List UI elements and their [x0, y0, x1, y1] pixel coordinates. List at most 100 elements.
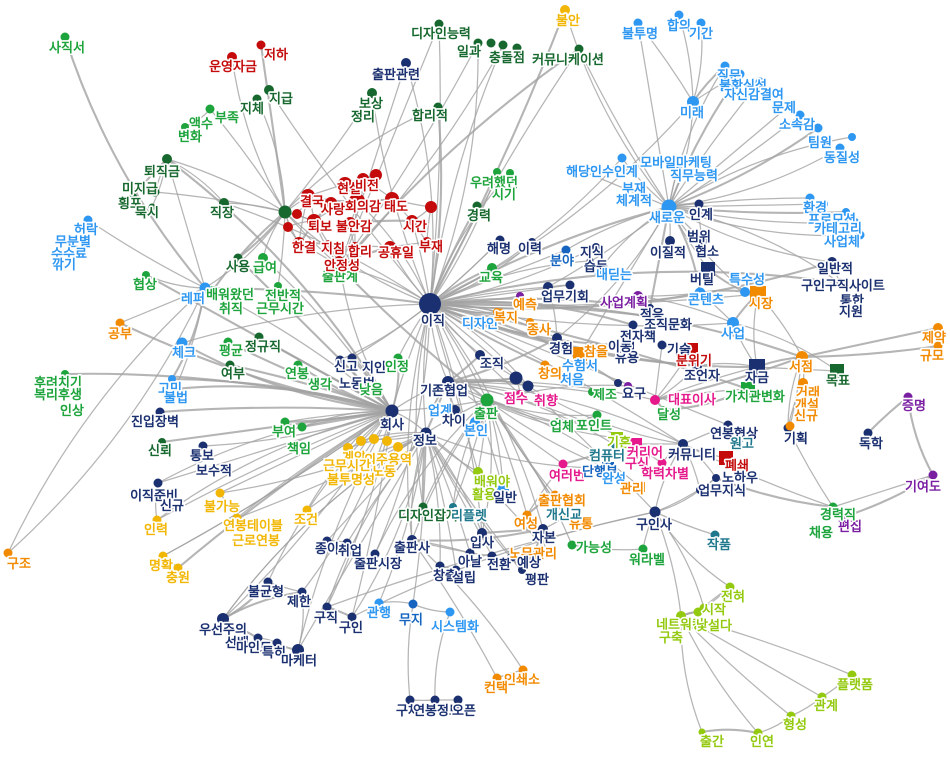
graph-node-충돌점[interactable] — [498, 40, 508, 50]
graph-node-출간[interactable] — [698, 728, 706, 736]
graph-node-거래[interactable] — [798, 378, 808, 388]
graph-node-업무지식[interactable] — [696, 486, 704, 494]
graph-node-제한[interactable] — [297, 587, 307, 597]
graph-node-43[interactable] — [370, 169, 382, 181]
graph-node-사랑[interactable] — [325, 197, 337, 209]
graph-node-폐쇄[interactable] — [719, 451, 733, 465]
graph-node-60[interactable] — [486, 38, 496, 48]
graph-node-형성[interactable] — [786, 711, 796, 721]
graph-node-결국[interactable] — [301, 189, 315, 203]
graph-node-269[interactable] — [522, 380, 534, 392]
graph-node-전환[interactable] — [487, 551, 497, 561]
graph-node-불안감[interactable] — [344, 217, 356, 229]
graph-node-후려치기[interactable] — [61, 370, 69, 378]
graph-node-사용[interactable] — [233, 253, 243, 263]
graph-node-급여[interactable] — [258, 253, 268, 263]
graph-node-44[interactable] — [425, 201, 437, 213]
graph-node-업체[interactable] — [553, 418, 563, 428]
graph-node-무지[interactable] — [408, 599, 418, 609]
graph-node-신규[interactable] — [785, 421, 795, 431]
graph-node-공휴일[interactable] — [384, 241, 396, 253]
graph-node-입사[interactable] — [477, 528, 487, 538]
graph-node-부여[interactable] — [280, 417, 290, 427]
graph-node-여부[interactable] — [225, 360, 235, 370]
graph-node-평판[interactable] — [518, 566, 526, 574]
graph-node-전반적[interactable] — [274, 282, 282, 290]
graph-node-구인[interactable] — [347, 612, 357, 622]
graph-node-불안[interactable] — [560, 5, 570, 15]
graph-node-학력차별[interactable] — [657, 458, 667, 468]
graph-node-허락[interactable] — [83, 215, 93, 225]
graph-node-비전[interactable] — [357, 173, 369, 185]
graph-node-요구[interactable] — [614, 379, 622, 387]
graph-node-업계[interactable] — [428, 403, 438, 413]
graph-node-저하[interactable] — [256, 40, 266, 50]
graph-node-내딛는[interactable] — [594, 268, 602, 276]
graph-node-퇴직금[interactable] — [162, 154, 172, 164]
graph-node-173a[interactable] — [343, 443, 353, 453]
graph-node-변화[interactable] — [181, 123, 189, 131]
graph-node-협소[interactable] — [698, 236, 708, 246]
graph-node-173e[interactable] — [393, 442, 403, 452]
graph-node-미지급[interactable] — [150, 187, 160, 197]
graph-node-특히[interactable] — [272, 638, 282, 648]
graph-node-오픈[interactable] — [453, 695, 463, 705]
graph-node-전자책[interactable] — [628, 320, 638, 330]
graph-node-회사[interactable] — [385, 404, 399, 418]
graph-node-조직[interactable] — [475, 350, 485, 360]
graph-node-79[interactable] — [848, 133, 856, 141]
graph-node-지침[interactable] — [324, 240, 334, 250]
graph-node-인연[interactable] — [753, 728, 763, 738]
graph-node-불균형[interactable] — [263, 577, 273, 587]
graph-node-환경[interactable] — [805, 193, 815, 203]
graph-node-예상[interactable] — [507, 552, 517, 562]
graph-node-출판[interactable] — [480, 393, 494, 407]
graph-node-미래[interactable] — [687, 96, 699, 108]
graph-node-교육[interactable] — [487, 263, 497, 273]
graph-node-현실[interactable] — [338, 177, 352, 191]
graph-node-시간[interactable] — [406, 215, 418, 227]
graph-node-전혀[interactable] — [725, 582, 735, 592]
graph-node-운영자금[interactable] — [227, 52, 237, 62]
graph-node-팀원[interactable] — [813, 123, 823, 133]
graph-node-96[interactable] — [820, 200, 828, 208]
graph-node-이질적[interactable] — [665, 236, 675, 246]
graph-node-디자인잡지[interactable] — [418, 502, 428, 512]
graph-node-기여도[interactable] — [928, 470, 938, 480]
graph-node-이동[interactable] — [622, 339, 634, 351]
graph-node-여성[interactable] — [522, 510, 532, 520]
graph-node-취업[interactable] — [342, 538, 352, 548]
graph-node-해당인수인계[interactable] — [571, 164, 579, 172]
graph-node-업무기회[interactable] — [543, 282, 553, 292]
graph-node-조직문화[interactable] — [643, 311, 653, 321]
graph-node-컴퓨터[interactable] — [611, 441, 619, 449]
graph-node-종사[interactable] — [526, 318, 534, 326]
graph-node-우선주의[interactable] — [217, 613, 229, 625]
graph-node-불투명[interactable] — [633, 18, 643, 28]
graph-node-사업계획[interactable] — [633, 291, 643, 301]
graph-node-소속감[interactable] — [795, 110, 805, 120]
graph-node-구인구직사이트[interactable] — [835, 278, 845, 288]
graph-node-커리어[interactable] — [630, 438, 642, 450]
graph-node-단행본[interactable] — [602, 462, 614, 474]
graph-node-173b[interactable] — [356, 436, 366, 446]
graph-node-마인드[interactable] — [253, 633, 263, 643]
graph-node-플랫폼[interactable] — [847, 670, 857, 680]
graph-node-버틸[interactable] — [701, 262, 715, 276]
graph-node-경험[interactable] — [552, 333, 562, 343]
graph-node-점수[interactable] — [516, 390, 524, 398]
graph-node-기간[interactable] — [696, 18, 706, 28]
graph-node-제약[interactable] — [933, 323, 943, 333]
graph-node-연봉협상[interactable] — [723, 420, 733, 430]
graph-node-묵시[interactable] — [148, 203, 156, 211]
graph-node-불가능[interactable] — [215, 488, 225, 498]
graph-node-체크[interactable] — [176, 337, 188, 349]
graph-node-인쇄소[interactable] — [518, 665, 528, 675]
graph-node-레퍼[interactable] — [199, 282, 211, 294]
graph-node-평균[interactable] — [223, 337, 233, 347]
graph-node-노하우[interactable] — [712, 474, 720, 482]
graph-node-일반적[interactable] — [827, 257, 837, 267]
graph-node-이직[interactable] — [419, 293, 441, 315]
graph-node-인정[interactable] — [393, 353, 403, 363]
